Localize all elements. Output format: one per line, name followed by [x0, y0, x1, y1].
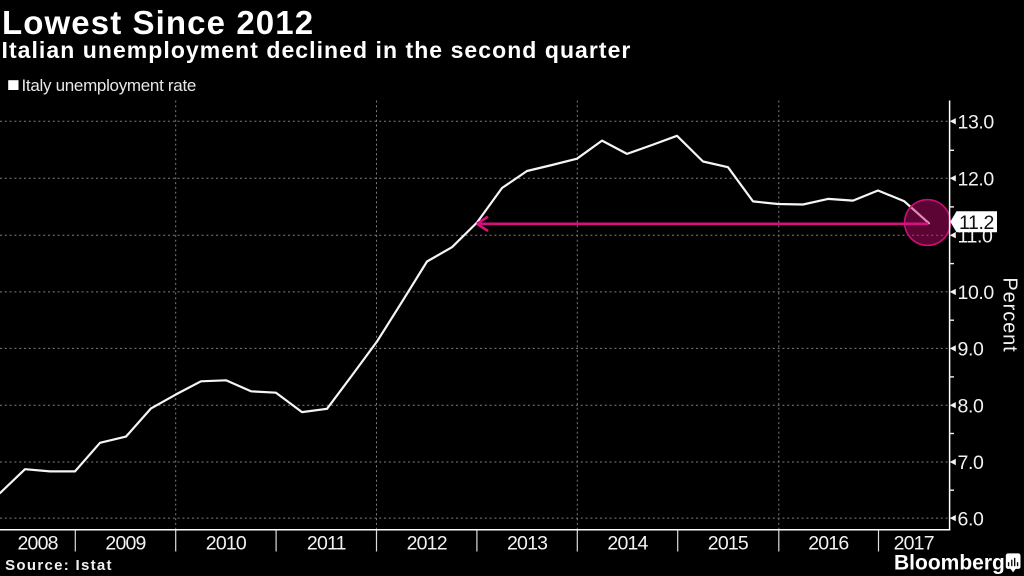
svg-text:10.0: 10.0 [958, 282, 995, 304]
svg-text:2014: 2014 [607, 532, 648, 554]
svg-text:2013: 2013 [507, 532, 547, 554]
svg-text:Italian unemployment declined: Italian unemployment declined in the sec… [2, 37, 632, 63]
svg-text:2016: 2016 [808, 532, 848, 554]
svg-text:9.0: 9.0 [958, 339, 984, 361]
svg-text:2015: 2015 [708, 532, 749, 554]
svg-text:13.0: 13.0 [958, 112, 995, 134]
svg-text:8.0: 8.0 [958, 395, 984, 417]
svg-text:Italy unemployment rate: Italy unemployment rate [22, 76, 197, 95]
svg-text:12.0: 12.0 [958, 169, 995, 191]
svg-text:Lowest Since 2012: Lowest Since 2012 [2, 4, 314, 41]
svg-text:2011: 2011 [307, 532, 346, 554]
svg-text:11.2: 11.2 [959, 212, 994, 234]
svg-text:Source: Istat: Source: Istat [5, 557, 113, 574]
svg-text:2017: 2017 [894, 532, 934, 554]
svg-text:7.0: 7.0 [958, 452, 984, 474]
svg-text:Percent: Percent [999, 277, 1021, 352]
svg-text:2008: 2008 [18, 532, 58, 554]
svg-text:2009: 2009 [105, 532, 145, 554]
svg-text:6.0: 6.0 [958, 508, 984, 530]
svg-text:2010: 2010 [206, 532, 247, 554]
svg-text:Bloomberg: Bloomberg [894, 552, 1005, 575]
svg-text:2012: 2012 [407, 532, 447, 554]
